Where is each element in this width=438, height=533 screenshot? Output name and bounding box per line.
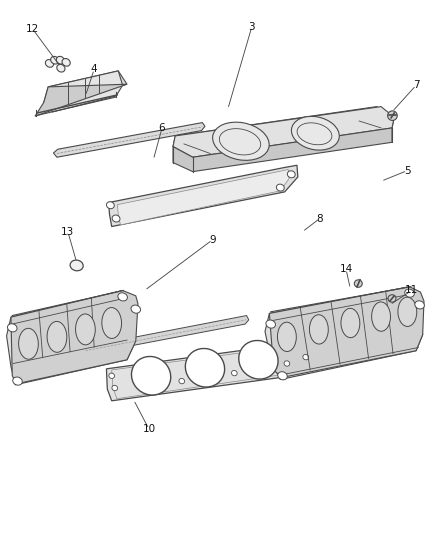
Ellipse shape — [106, 201, 114, 209]
Ellipse shape — [354, 280, 362, 287]
Ellipse shape — [415, 301, 424, 309]
Ellipse shape — [18, 328, 39, 359]
Ellipse shape — [232, 370, 237, 376]
Text: 14: 14 — [339, 264, 353, 274]
Text: 4: 4 — [91, 64, 98, 74]
Ellipse shape — [266, 320, 276, 328]
Ellipse shape — [388, 111, 397, 120]
Ellipse shape — [341, 309, 360, 337]
Ellipse shape — [118, 293, 127, 301]
Ellipse shape — [47, 321, 67, 352]
Ellipse shape — [51, 56, 59, 64]
Ellipse shape — [75, 314, 95, 345]
Ellipse shape — [371, 302, 391, 331]
Ellipse shape — [70, 260, 83, 271]
Text: 8: 8 — [316, 214, 323, 223]
Ellipse shape — [109, 373, 114, 378]
Ellipse shape — [239, 341, 278, 379]
Ellipse shape — [388, 295, 396, 302]
Ellipse shape — [278, 372, 287, 380]
Text: 6: 6 — [159, 123, 166, 133]
Polygon shape — [53, 123, 205, 157]
Ellipse shape — [13, 377, 22, 385]
Ellipse shape — [287, 171, 295, 178]
Ellipse shape — [57, 64, 65, 72]
Text: 11: 11 — [405, 286, 418, 295]
Polygon shape — [106, 342, 311, 401]
Ellipse shape — [277, 322, 297, 351]
Ellipse shape — [185, 349, 225, 387]
Polygon shape — [35, 84, 127, 116]
Ellipse shape — [131, 357, 171, 395]
Polygon shape — [265, 287, 423, 379]
Ellipse shape — [179, 378, 184, 384]
Ellipse shape — [131, 305, 141, 313]
Ellipse shape — [57, 56, 64, 64]
Ellipse shape — [102, 308, 122, 338]
Ellipse shape — [291, 116, 339, 150]
Ellipse shape — [62, 59, 70, 66]
Ellipse shape — [112, 385, 117, 391]
Ellipse shape — [46, 60, 53, 67]
Ellipse shape — [7, 324, 17, 332]
Ellipse shape — [303, 354, 308, 360]
Polygon shape — [11, 290, 138, 384]
Ellipse shape — [398, 297, 417, 326]
Polygon shape — [7, 290, 136, 385]
Ellipse shape — [212, 122, 269, 160]
Ellipse shape — [276, 184, 284, 191]
Text: 5: 5 — [404, 166, 411, 175]
Text: 10: 10 — [142, 424, 155, 434]
Text: 7: 7 — [413, 80, 420, 90]
Polygon shape — [173, 128, 392, 172]
Text: 3: 3 — [248, 22, 255, 31]
Polygon shape — [269, 287, 424, 377]
Text: 9: 9 — [209, 235, 216, 245]
Ellipse shape — [112, 215, 120, 222]
Polygon shape — [44, 71, 123, 112]
Polygon shape — [109, 165, 298, 227]
Ellipse shape — [405, 289, 414, 297]
Polygon shape — [117, 169, 289, 225]
Polygon shape — [48, 71, 127, 100]
Text: 13: 13 — [61, 227, 74, 237]
Ellipse shape — [284, 361, 290, 366]
Polygon shape — [173, 107, 394, 157]
Polygon shape — [82, 316, 249, 354]
Polygon shape — [173, 107, 394, 157]
Ellipse shape — [309, 315, 328, 344]
Text: 12: 12 — [26, 25, 39, 34]
